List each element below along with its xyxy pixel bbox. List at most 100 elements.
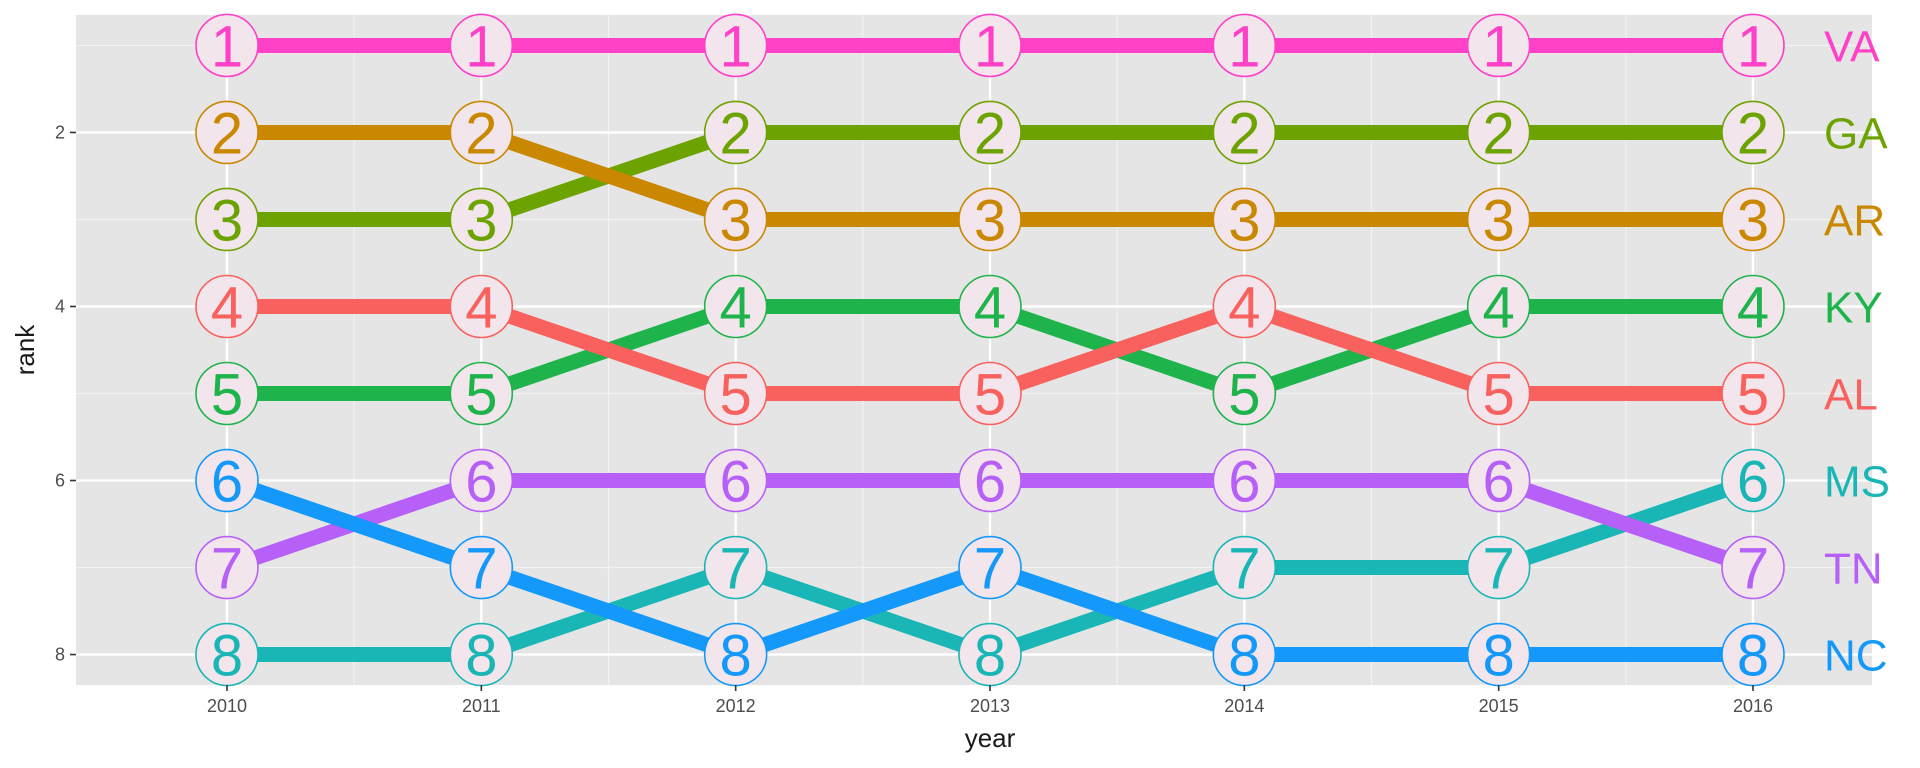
rank-number: 4: [211, 275, 243, 340]
rank-number: 4: [1737, 275, 1769, 340]
rank-marker: [195, 361, 259, 426]
rank-marker: [703, 448, 768, 513]
rank-marker: [958, 448, 1022, 513]
rank-marker: [1466, 448, 1531, 513]
rank-marker: [1212, 448, 1277, 513]
rank-number: 6: [974, 450, 1006, 515]
rank-number: 5: [465, 363, 497, 428]
rank-number: 5: [720, 363, 752, 428]
rank-number: 8: [974, 624, 1006, 689]
y-tick-label: 8: [55, 645, 65, 665]
x-tick-label: 2015: [1479, 696, 1519, 716]
rank-number: 8: [1228, 624, 1260, 689]
rank-number: 2: [1737, 101, 1769, 166]
rank-marker: [449, 448, 514, 513]
rank-number: 6: [1483, 450, 1515, 515]
rank-marker: [195, 448, 259, 513]
x-axis-title: year: [965, 723, 1016, 753]
rank-number: 1: [974, 14, 1006, 79]
rank-number: 5: [1228, 363, 1260, 428]
rank-marker: [1466, 361, 1531, 426]
rank-number: 4: [1228, 275, 1260, 340]
rank-marker: [958, 535, 1022, 600]
series-end-labels: VA GA AR KY AL MS TN NC: [1824, 22, 1890, 680]
rank-marker: [1212, 535, 1277, 600]
series-label-ms: MS: [1824, 458, 1890, 507]
rank-marker: [703, 187, 768, 252]
rank-marker: [1466, 100, 1531, 165]
y-tick-label: 2: [55, 122, 65, 142]
rank-number: 2: [1483, 101, 1515, 166]
rank-marker: [703, 274, 768, 339]
rank-marker: [958, 13, 1022, 78]
rank-marker: [449, 100, 514, 165]
rank-marker: [958, 274, 1022, 339]
x-tick-label: 2016: [1733, 696, 1773, 716]
rank-marker: [449, 13, 514, 78]
rank-number: 6: [465, 450, 497, 515]
rank-number: 1: [1228, 14, 1260, 79]
y-axis-title: rank: [10, 324, 40, 376]
rank-marker: [449, 187, 514, 252]
rank-marker: [1721, 535, 1785, 600]
x-tick-label: 2010: [207, 696, 247, 716]
rank-marker: [1212, 13, 1277, 78]
rank-number: 1: [720, 14, 752, 79]
rank-number: 5: [1737, 363, 1769, 428]
rank-number: 4: [1483, 275, 1515, 340]
rank-number: 7: [1737, 537, 1769, 602]
rank-marker: [958, 100, 1022, 165]
rank-number: 4: [974, 275, 1006, 340]
rank-number: 2: [974, 101, 1006, 166]
rank-marker: [703, 100, 768, 165]
rank-number: 8: [465, 624, 497, 689]
rank-number: 3: [974, 188, 1006, 253]
x-tick-label: 2014: [1224, 696, 1264, 716]
rank-number: 6: [720, 450, 752, 515]
rank-marker: [1721, 361, 1785, 426]
rank-number: 2: [1228, 101, 1260, 166]
series-label-al: AL: [1824, 371, 1878, 420]
x-tick-label: 2012: [716, 696, 756, 716]
rank-marker: [195, 13, 259, 78]
rank-marker: [1721, 13, 1785, 78]
rank-number: 7: [465, 537, 497, 602]
rank-number: 3: [1737, 188, 1769, 253]
rank-marker: [195, 100, 259, 165]
rank-number: 3: [1228, 188, 1260, 253]
x-axis: 2010 2011 2012 2013 2014 2015 2016: [207, 685, 1773, 716]
rank-marker: [1466, 535, 1531, 600]
rank-number: 1: [211, 14, 243, 79]
rank-marker: [195, 274, 259, 339]
rank-number: 7: [1228, 537, 1260, 602]
rank-marker: [958, 187, 1022, 252]
rank-number: 3: [720, 188, 752, 253]
rank-marker: [1721, 187, 1785, 252]
rank-number: 2: [720, 101, 752, 166]
rank-number: 1: [465, 14, 497, 79]
series-label-nc: NC: [1824, 632, 1888, 681]
rank-number: 1: [1737, 14, 1769, 79]
rank-number: 8: [720, 624, 752, 689]
rank-marker: [1212, 274, 1277, 339]
rank-number: 4: [720, 275, 752, 340]
rank-marker: [703, 535, 768, 600]
rank-marker: [1466, 187, 1531, 252]
rank-marker: [958, 361, 1022, 426]
rank-number: 2: [465, 101, 497, 166]
rank-marker: [195, 535, 259, 600]
x-tick-label: 2011: [462, 696, 501, 716]
rank-number: 3: [1483, 188, 1515, 253]
rank-marker: [1721, 274, 1785, 339]
rank-number: 3: [211, 188, 243, 253]
y-tick-label: 6: [55, 471, 65, 491]
series-label-ky: KY: [1824, 283, 1883, 332]
rank-number: 6: [211, 450, 243, 515]
rank-number: 7: [720, 537, 752, 602]
rank-marker: [1721, 448, 1785, 513]
rank-marker: [449, 535, 514, 600]
rank-marker: [195, 187, 259, 252]
y-axis: 2 4 6 8: [55, 122, 76, 665]
rank-number: 5: [974, 363, 1006, 428]
